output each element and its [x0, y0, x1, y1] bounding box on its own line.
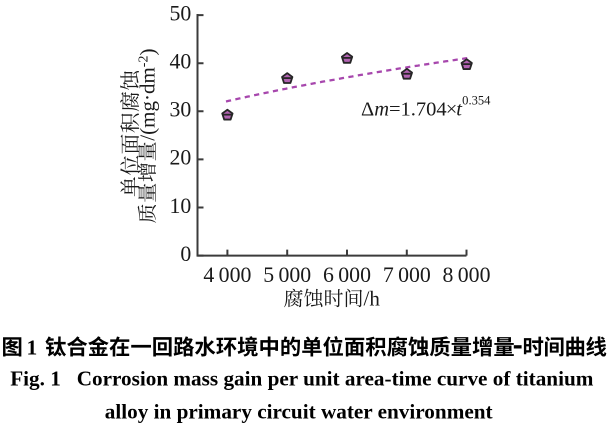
svg-text:10: 10: [170, 194, 192, 218]
svg-text:20: 20: [170, 146, 192, 170]
svg-text:50: 50: [170, 1, 192, 25]
svg-text:1: 1: [27, 336, 38, 360]
svg-text:7 000: 7 000: [383, 263, 431, 287]
svg-text:6 000: 6 000: [323, 263, 371, 287]
svg-text:5 000: 5 000: [263, 263, 311, 287]
svg-text:30: 30: [170, 98, 192, 122]
svg-text:0: 0: [180, 242, 191, 266]
svg-text:alloy in primary circuit water: alloy in primary circuit water environme…: [105, 399, 493, 423]
svg-text:/h: /h: [364, 287, 381, 311]
svg-text:4 000: 4 000: [203, 263, 251, 287]
svg-text:40: 40: [170, 50, 192, 74]
svg-text:8 000: 8 000: [443, 263, 491, 287]
svg-text:Fig. 1 Corrosion mass gain p: Fig. 1 Corrosion mass gain per unit area…: [10, 367, 594, 391]
